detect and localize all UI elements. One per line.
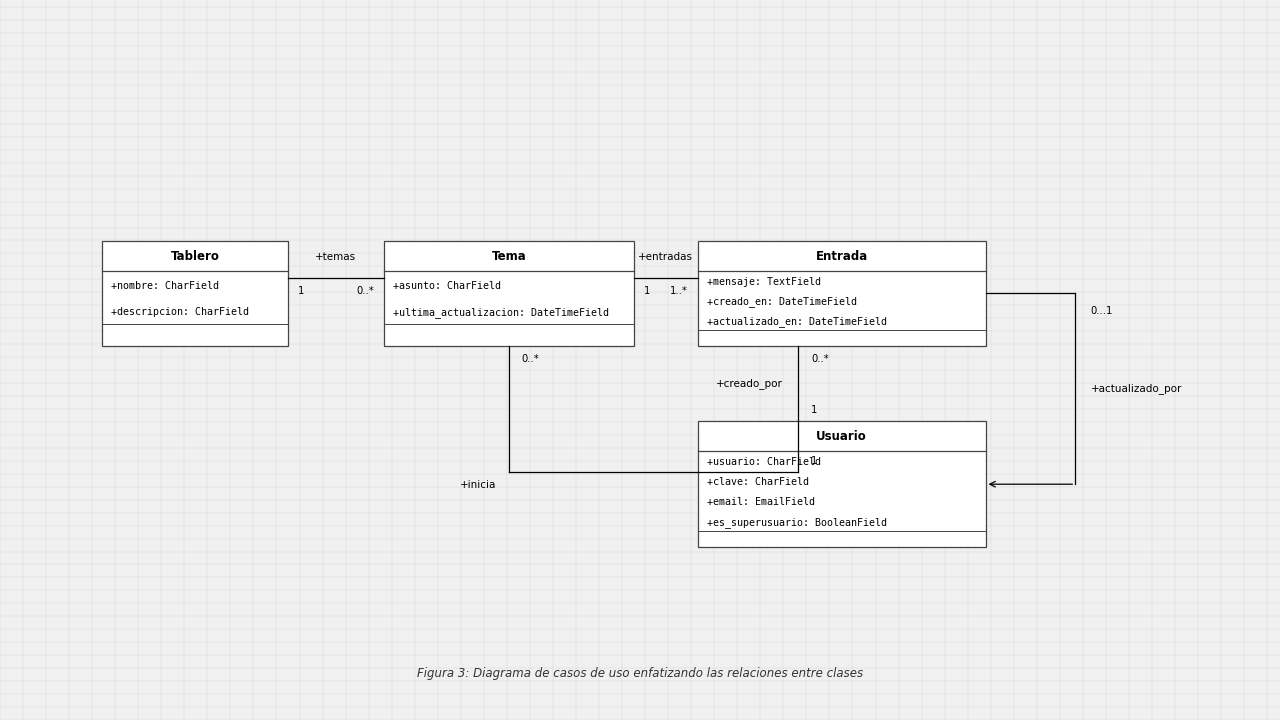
Bar bbox=[698, 241, 986, 346]
Text: 0..*: 0..* bbox=[522, 354, 539, 364]
Text: +inicia: +inicia bbox=[460, 480, 495, 490]
Text: +nombre: CharField: +nombre: CharField bbox=[111, 281, 219, 291]
Text: +asunto: CharField: +asunto: CharField bbox=[393, 281, 500, 291]
Text: 1: 1 bbox=[812, 456, 818, 466]
Text: +actualizado_por: +actualizado_por bbox=[1091, 383, 1181, 395]
Bar bbox=[698, 421, 986, 547]
Text: +temas: +temas bbox=[315, 252, 357, 262]
Text: +ultima_actualizacion: DateTimeField: +ultima_actualizacion: DateTimeField bbox=[393, 307, 609, 318]
Text: Entrada: Entrada bbox=[815, 250, 868, 263]
Text: 0..*: 0..* bbox=[812, 354, 829, 364]
Text: +entradas: +entradas bbox=[639, 252, 692, 262]
Text: Tema: Tema bbox=[492, 250, 526, 263]
Text: +actualizado_en: DateTimeField: +actualizado_en: DateTimeField bbox=[707, 316, 887, 327]
Bar bbox=[102, 241, 288, 346]
Text: +descripcion: CharField: +descripcion: CharField bbox=[111, 307, 250, 318]
Text: Figura 3: Diagrama de casos de uso enfatizando las relaciones entre clases: Figura 3: Diagrama de casos de uso enfat… bbox=[417, 667, 863, 680]
Text: 0...1: 0...1 bbox=[1091, 307, 1112, 316]
Text: +usuario: CharField: +usuario: CharField bbox=[707, 457, 820, 467]
Text: 1: 1 bbox=[812, 405, 818, 415]
Text: 0..*: 0..* bbox=[356, 286, 374, 296]
Bar bbox=[384, 241, 634, 346]
Text: Tablero: Tablero bbox=[170, 250, 220, 263]
Text: +creado_en: DateTimeField: +creado_en: DateTimeField bbox=[707, 296, 856, 307]
Text: 1..*: 1..* bbox=[669, 286, 687, 296]
Text: Usuario: Usuario bbox=[817, 430, 867, 443]
Text: 1: 1 bbox=[644, 286, 650, 296]
Text: 1: 1 bbox=[298, 286, 305, 296]
Text: +mensaje: TextField: +mensaje: TextField bbox=[707, 277, 820, 287]
Text: +clave: CharField: +clave: CharField bbox=[707, 477, 809, 487]
Text: +es_superusuario: BooleanField: +es_superusuario: BooleanField bbox=[707, 517, 887, 528]
Text: +creado_por: +creado_por bbox=[717, 378, 783, 389]
Text: +email: EmailField: +email: EmailField bbox=[707, 498, 814, 508]
